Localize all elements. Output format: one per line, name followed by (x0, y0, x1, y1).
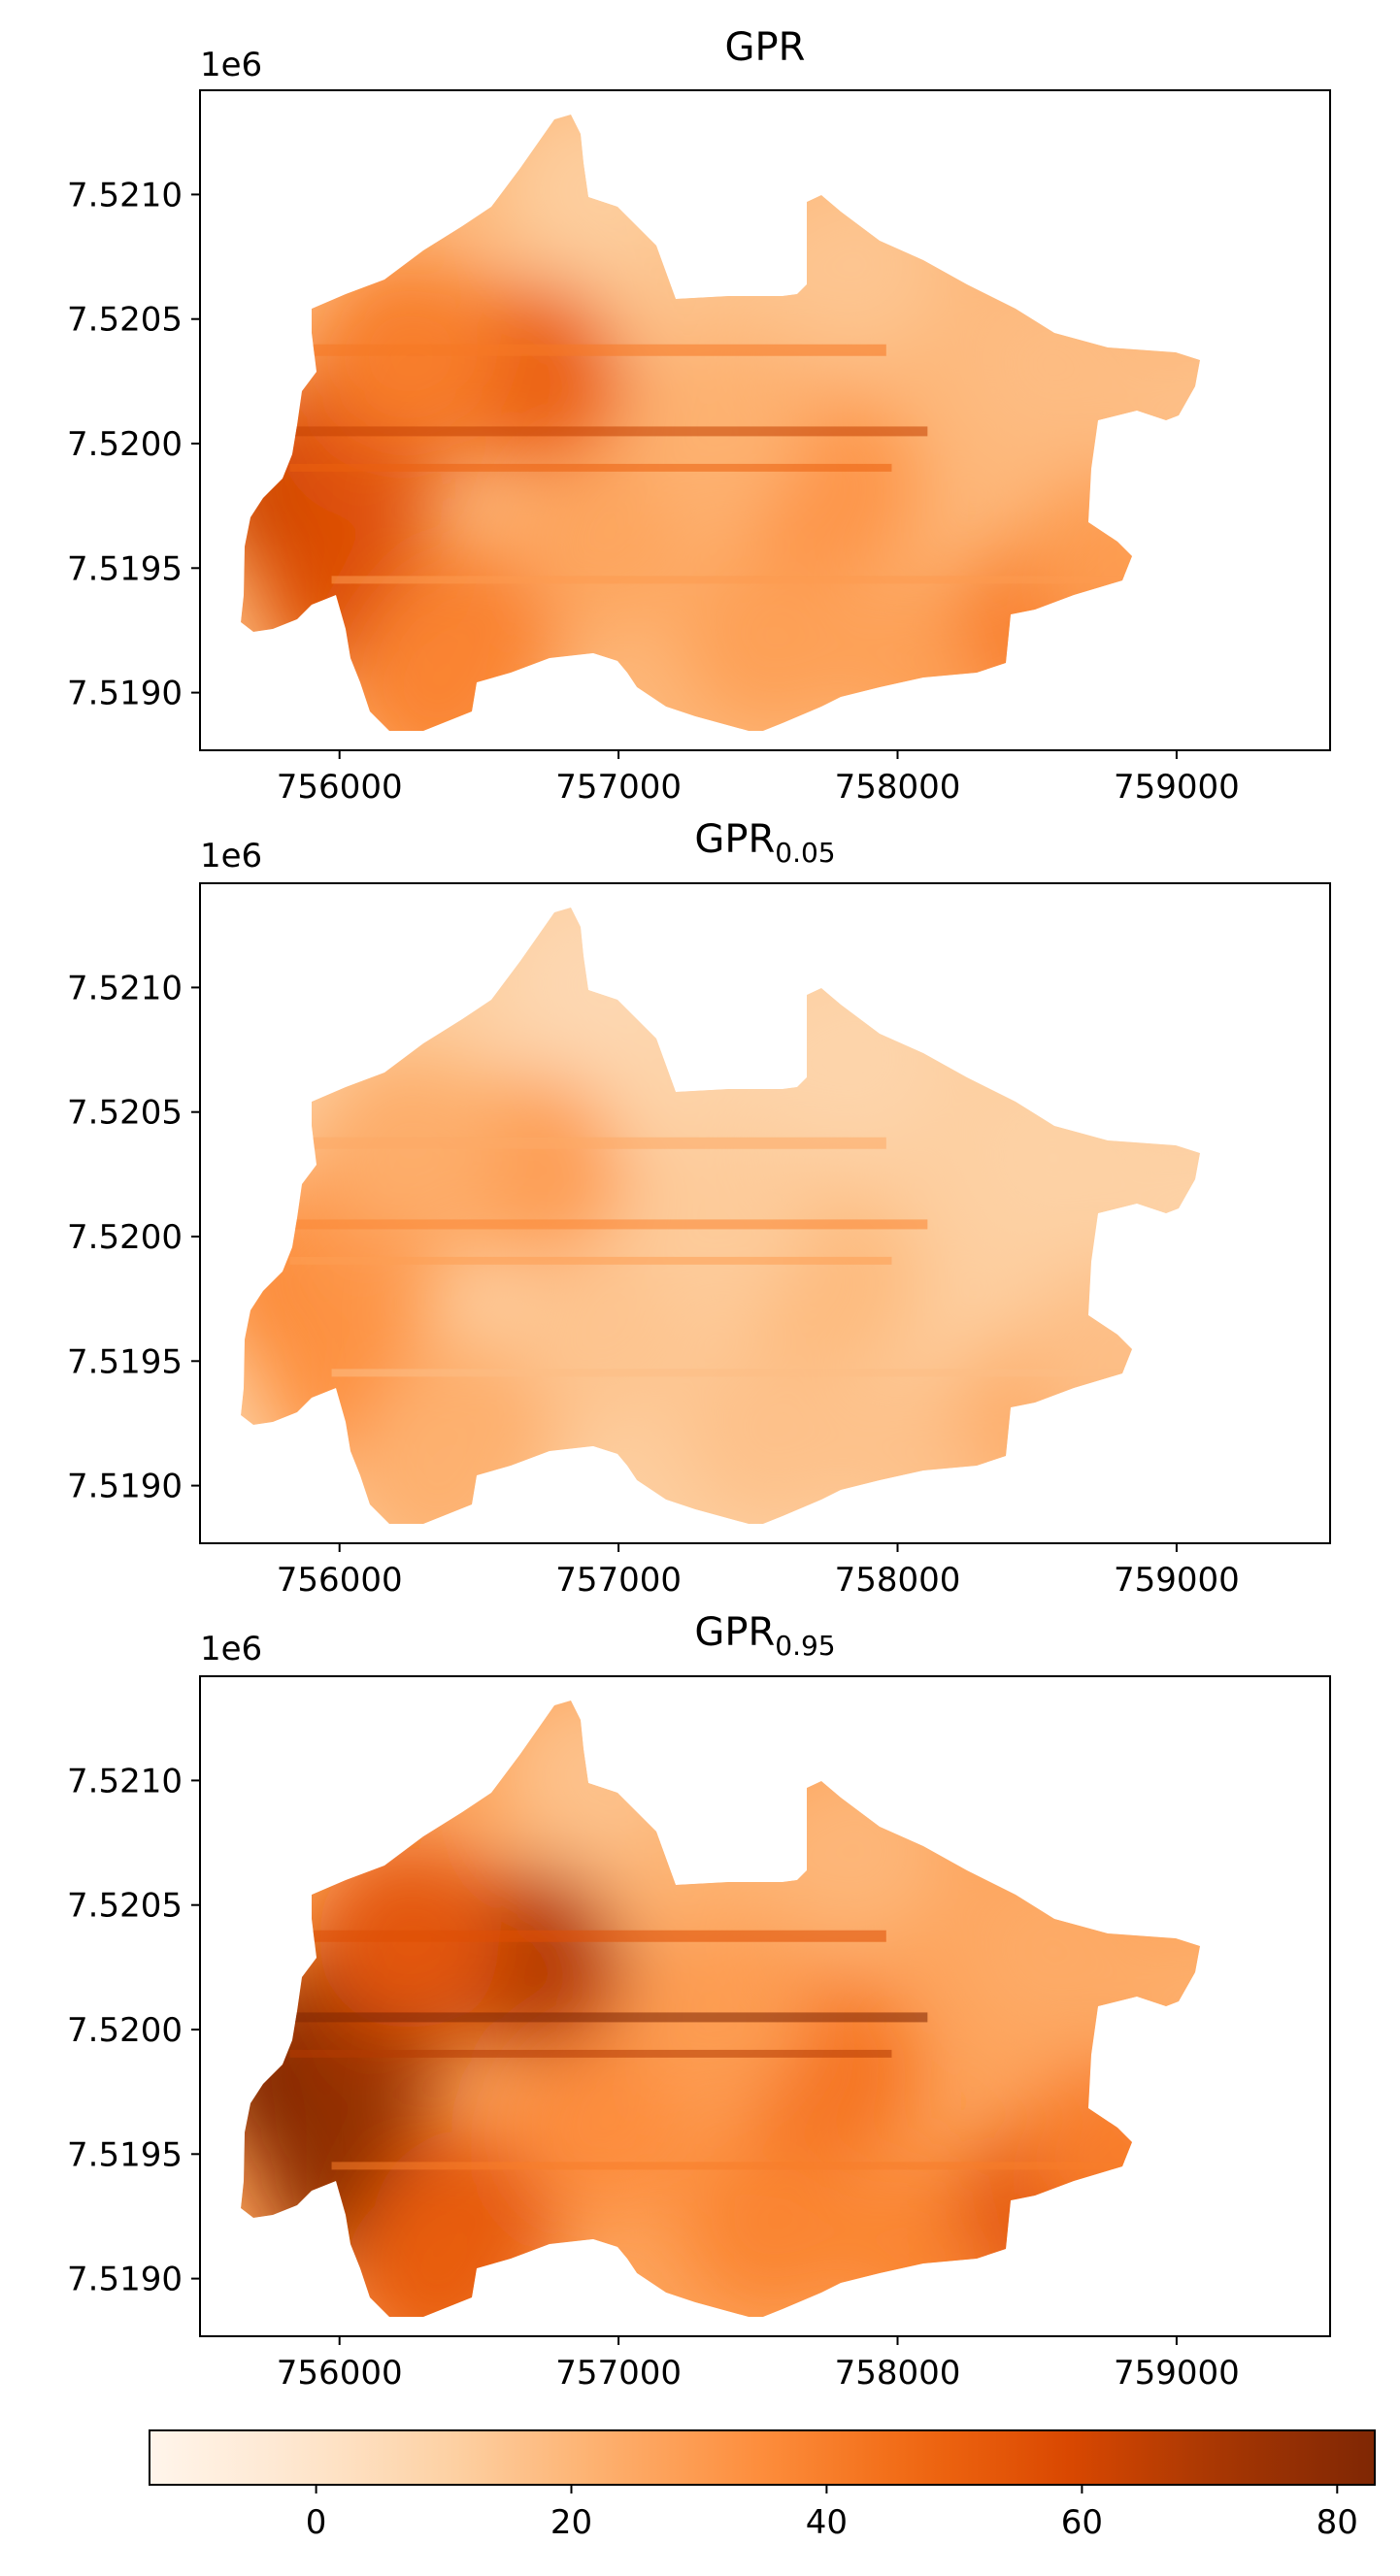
x-tick-label: 759000 (1114, 1561, 1240, 1600)
axes-frame (199, 882, 1331, 1544)
panel-title: GPR0.05 (694, 817, 835, 869)
y-tick-label: 7.5205 (67, 301, 183, 340)
y-tick-label: 7.5210 (67, 176, 183, 215)
colorbar-tick-label: 40 (806, 2503, 848, 2542)
heat-spot (958, 272, 1144, 457)
heat-spot (680, 1338, 865, 1524)
heat-field (241, 908, 1200, 1524)
heat-spot (680, 545, 865, 731)
colorbar-gradient (149, 2429, 1376, 2486)
y-ticks: 7.5190 7.5195 7.5200 7.5205 7.5210 (67, 176, 200, 713)
axes-frame (199, 1675, 1331, 2337)
y-tick-label: 7.5200 (67, 2011, 183, 2050)
x-tick-label: 757000 (555, 1561, 682, 1600)
y-tick-label: 7.5190 (67, 2261, 183, 2299)
heat-spot (958, 1065, 1144, 1250)
heat-spot (763, 1758, 949, 1943)
colorbar-ticks: 0 20 40 60 80 (306, 2485, 1358, 2542)
colorbar-tick-label: 0 (306, 2503, 327, 2542)
x-tick-label: 758000 (835, 1561, 961, 1600)
heat-streak (248, 1219, 928, 1230)
heat-spot (512, 2031, 697, 2217)
x-tick-label: 758000 (835, 768, 961, 807)
plot-area (241, 908, 1200, 1524)
heat-spot (512, 446, 697, 631)
heat-spot (345, 2181, 530, 2317)
y-tick-label: 7.5195 (67, 1342, 183, 1381)
y-ticks: 7.5190 7.5195 7.5200 7.5205 7.5210 (67, 969, 200, 1506)
heat-field (241, 1701, 1200, 2317)
heat-spot (498, 1701, 683, 1868)
heat-streak (289, 2049, 892, 2058)
heat-spot (512, 1238, 697, 1424)
heat-spot (498, 908, 683, 1075)
heat-field (241, 115, 1200, 731)
x-tick-label: 758000 (835, 2354, 961, 2393)
y-offset-label: 1e6 (200, 1630, 262, 1668)
x-ticks: 756000 757000 758000 759000 (277, 1543, 1240, 1600)
y-tick-label: 7.5210 (67, 969, 183, 1007)
x-ticks: 756000 757000 758000 759000 (277, 750, 1240, 807)
heat-streak (289, 1256, 892, 1265)
y-tick-label: 7.5200 (67, 1218, 183, 1257)
colorbar-tick-label: 60 (1061, 2503, 1103, 2542)
y-tick-label: 7.5195 (67, 549, 183, 588)
x-ticks: 756000 757000 758000 759000 (277, 2336, 1240, 2393)
heat-streak (303, 344, 886, 356)
y-ticks: 7.5190 7.5195 7.5200 7.5205 7.5210 (67, 1762, 200, 2299)
heat-streak (331, 576, 1200, 584)
y-tick-label: 7.5190 (67, 675, 183, 713)
heat-spot (1028, 2057, 1200, 2242)
heat-spot (680, 2131, 865, 2317)
colorbar-tick-label: 20 (550, 2503, 592, 2542)
x-tick-label: 759000 (1114, 2354, 1240, 2393)
plot-area (241, 1701, 1200, 2317)
y-tick-label: 7.5205 (67, 1094, 183, 1133)
heat-spot (763, 965, 949, 1150)
heat-spot (1028, 471, 1200, 656)
y-tick-label: 7.5205 (67, 1887, 183, 1926)
heat-spot (345, 1388, 530, 1524)
panel-title: GPR0.95 (694, 1610, 835, 1662)
heat-streak (303, 1137, 886, 1149)
panel-gpr: GPR 1e6 7.5190 7.5195 7.5200 7.5205 7.52… (67, 25, 1331, 807)
heat-spot (958, 1858, 1144, 2043)
heat-spot (1028, 1264, 1200, 1449)
axes-frame (199, 89, 1331, 751)
heat-spot (498, 115, 683, 282)
y-tick-label: 7.5190 (67, 1468, 183, 1506)
panel-title: GPR (725, 25, 806, 70)
colorbar-tick-label: 80 (1317, 2503, 1358, 2542)
x-tick-label: 756000 (277, 1561, 403, 1600)
heat-spot (1126, 1127, 1200, 1312)
y-offset-label: 1e6 (200, 837, 262, 875)
heat-streak (248, 2012, 928, 2023)
panel-gpr-0-95: GPR0.95 1e6 7.5190 7.5195 7.5200 7.5205 … (67, 1610, 1331, 2393)
colorbar: 0 20 40 60 80 (149, 2429, 1376, 2542)
x-tick-label: 756000 (277, 2354, 403, 2393)
panel-gpr-0-05: GPR0.05 1e6 7.5190 7.5195 7.5200 7.5205 … (67, 817, 1331, 1600)
heat-spot (1126, 334, 1200, 519)
y-tick-label: 7.5200 (67, 425, 183, 464)
heat-streak (331, 1369, 1200, 1377)
heat-spot (345, 595, 530, 731)
heat-streak (248, 426, 928, 437)
heat-streak (303, 1930, 886, 1942)
y-tick-label: 7.5210 (67, 1762, 183, 1800)
y-tick-label: 7.5195 (67, 2135, 183, 2174)
heat-spot (1126, 1920, 1200, 2105)
x-tick-label: 757000 (555, 768, 682, 807)
heat-spot (763, 172, 949, 357)
heat-streak (331, 2162, 1200, 2170)
y-offset-label: 1e6 (200, 46, 262, 84)
plot-area (241, 115, 1200, 731)
x-tick-label: 756000 (277, 768, 403, 807)
x-tick-label: 759000 (1114, 768, 1240, 807)
heat-streak (289, 463, 892, 472)
x-tick-label: 757000 (555, 2354, 682, 2393)
